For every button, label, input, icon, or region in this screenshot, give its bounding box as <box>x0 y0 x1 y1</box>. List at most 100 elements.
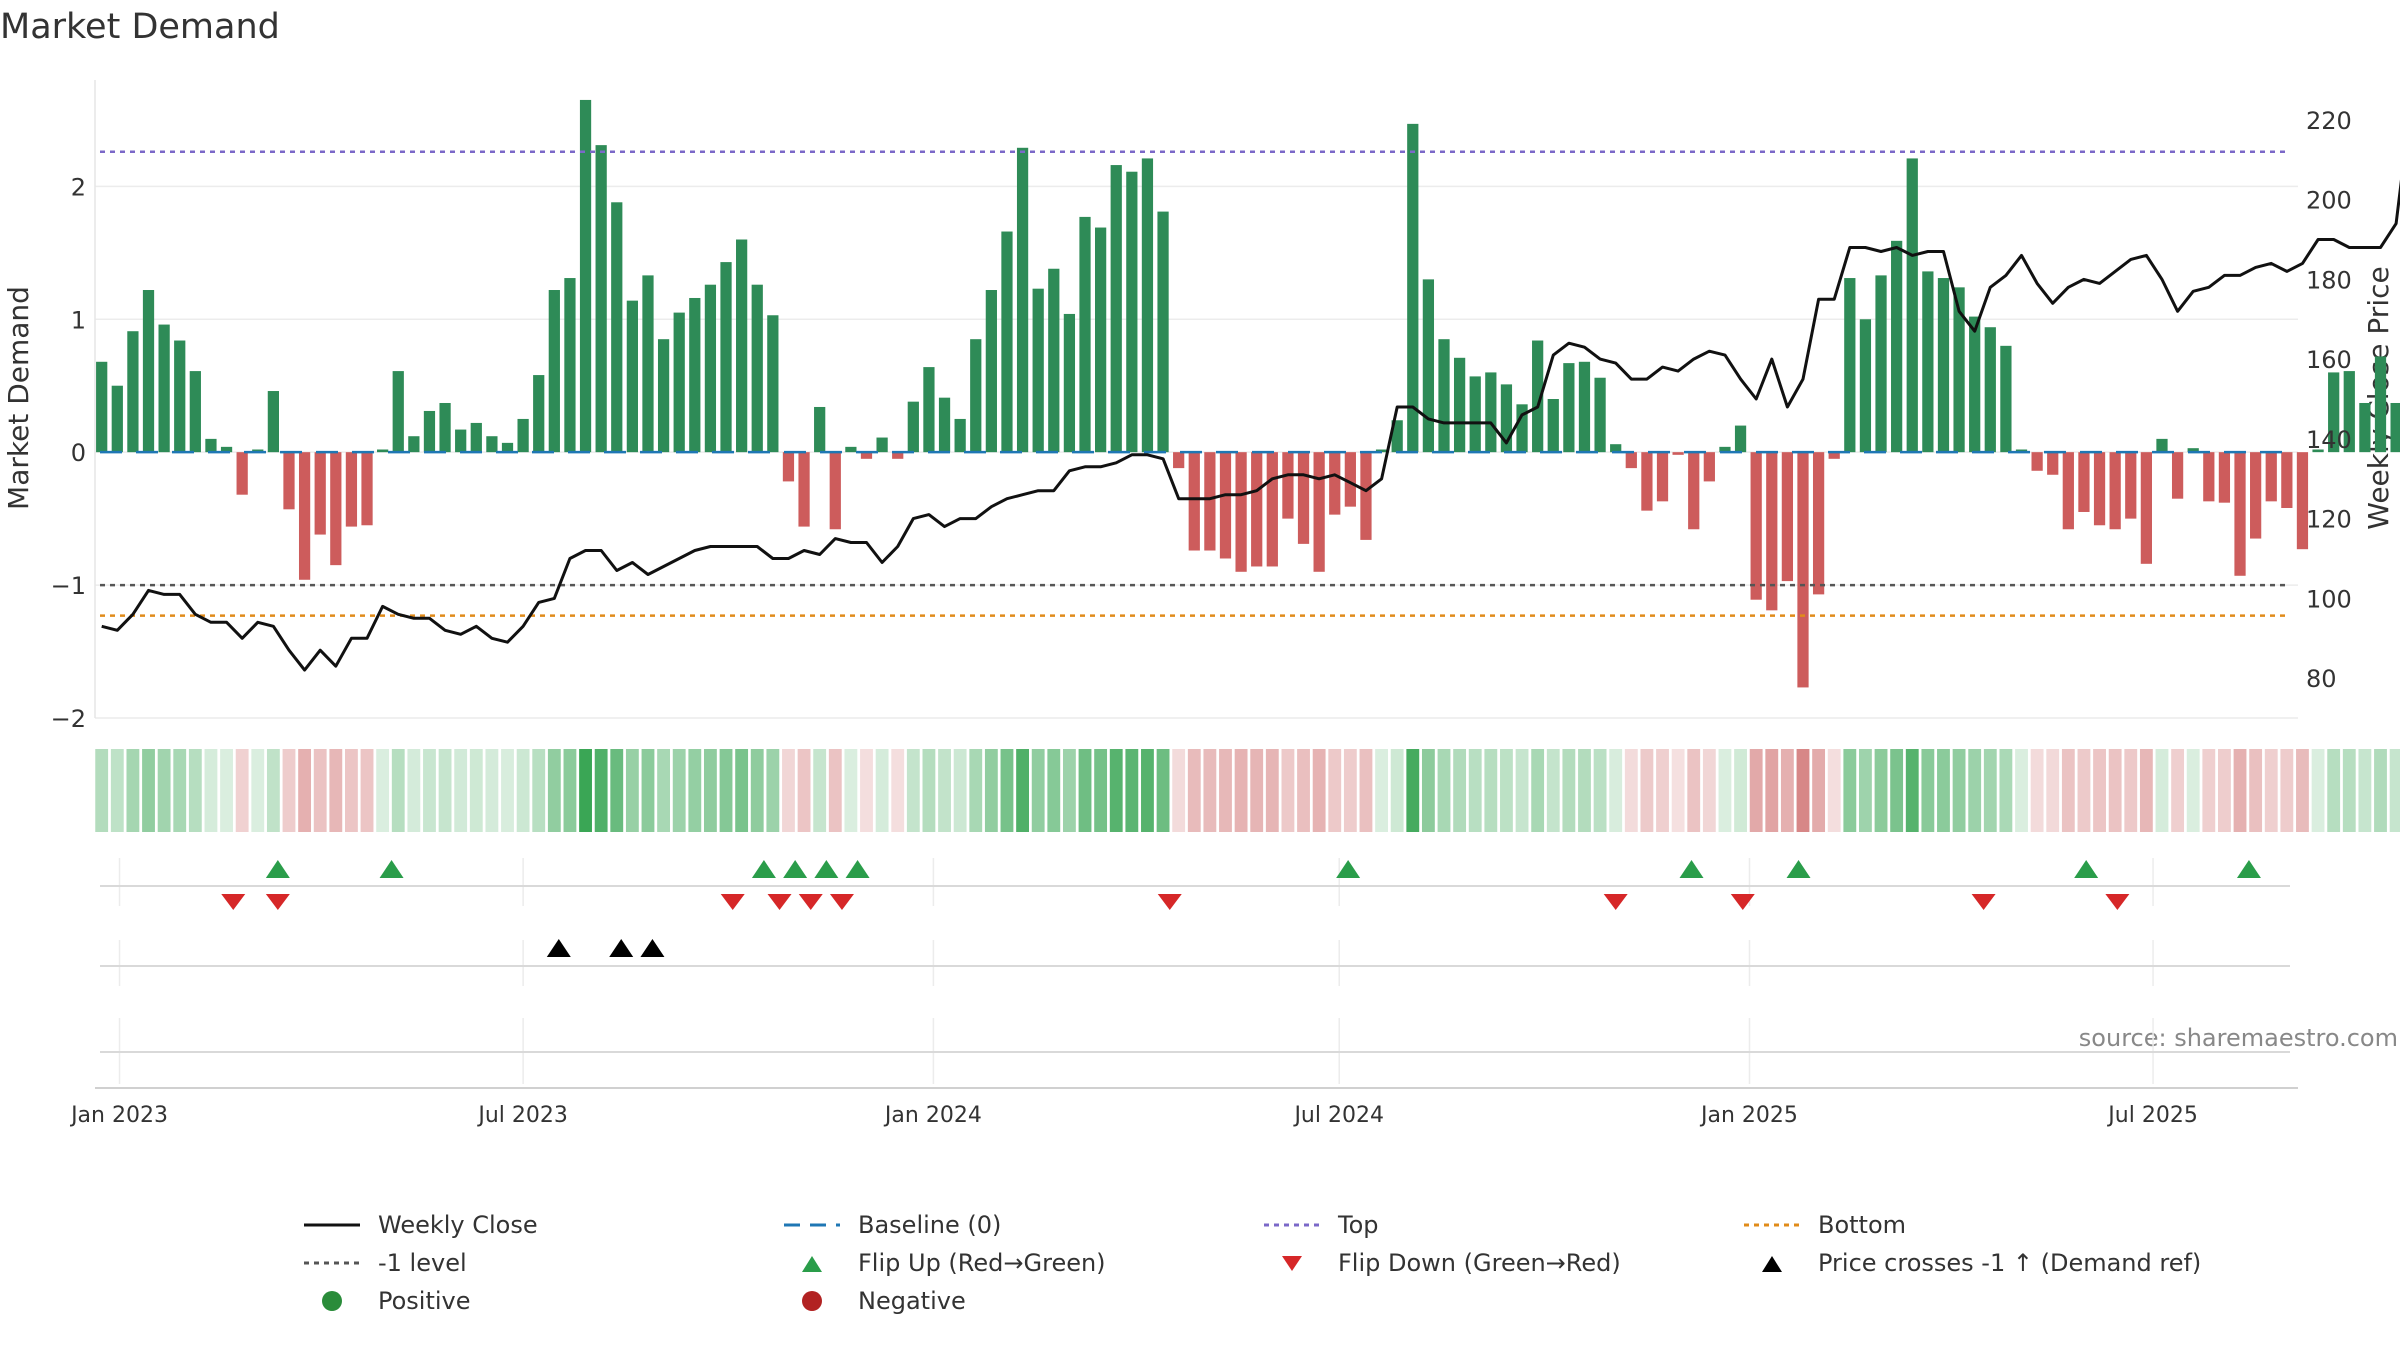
demand-bar-positive <box>626 300 638 453</box>
demand-bar-positive <box>377 449 389 453</box>
heat-cell <box>906 749 920 832</box>
heat-cell <box>126 749 140 832</box>
x-tick-label: Jan 2023 <box>69 1103 168 1128</box>
demand-bar-positive <box>1578 361 1591 453</box>
legend: Weekly Close Baseline (0) Top Bottom -1 leve… <box>300 1206 2260 1326</box>
y-tick-label: 2 <box>71 173 86 201</box>
flip-down-marker <box>1157 894 1182 910</box>
y-tick-label: 0 <box>71 439 86 467</box>
heat-cell <box>1656 749 1669 832</box>
x-tick-label: Jan 2025 <box>1699 1103 1798 1128</box>
flip-down-marker <box>829 894 854 910</box>
heat-cell <box>1968 749 1982 832</box>
heat-cell <box>142 749 155 832</box>
demand-bar-positive <box>689 297 701 453</box>
heat-cell <box>1734 749 1747 832</box>
demand-bar-negative <box>1828 452 1840 459</box>
heat-cell <box>1812 749 1826 832</box>
heat-cell <box>2374 749 2387 832</box>
heat-cell <box>610 749 624 832</box>
demand-bar-positive <box>985 290 997 453</box>
heat-cell <box>2358 749 2372 832</box>
heat-cell <box>1749 749 1763 832</box>
flip-up-marker <box>845 860 870 878</box>
demand-bar-positive <box>1095 227 1107 453</box>
demand-bar-negative <box>1266 452 1278 567</box>
demand-bar-positive <box>2187 448 2199 453</box>
demand-bar-positive <box>252 449 264 453</box>
heat-cell <box>1109 749 1123 832</box>
demand-bar-negative <box>2078 452 2090 512</box>
demand-bar-negative <box>1703 452 1715 482</box>
price-cross-marker <box>609 939 634 957</box>
heat-cell <box>1796 749 1810 832</box>
heat-cell <box>672 749 686 832</box>
legend-item: Flip Up (Red→Green) <box>780 1244 1106 1282</box>
heat-cell <box>438 749 452 832</box>
x-tick-label: Jul 2024 <box>1292 1103 1384 1128</box>
heat-cell <box>2296 749 2309 832</box>
demand-bar-positive <box>1469 376 1481 453</box>
legend-label: Bottom <box>1818 1211 1907 1239</box>
legend-item: Positive <box>300 1282 471 1320</box>
demand-bar-negative <box>1781 452 1794 582</box>
demand-bar-positive <box>517 418 529 453</box>
demand-bar-negative <box>1360 452 1372 540</box>
demand-bar-positive <box>392 371 404 453</box>
heat-cell <box>2217 749 2231 832</box>
y2-tick-label: 120 <box>2306 506 2352 534</box>
demand-bar-positive <box>564 278 576 453</box>
heat-cell <box>1031 749 1045 832</box>
heat-cell <box>2093 749 2106 832</box>
demand-bar-positive <box>1937 278 1950 453</box>
demand-bar-positive <box>1422 279 1435 453</box>
event-markers <box>221 860 2261 957</box>
heat-cell <box>953 749 967 832</box>
legend-label: -1 level <box>378 1249 467 1277</box>
heat-cell <box>235 749 249 832</box>
legend-label: Flip Up (Red→Green) <box>858 1249 1106 1277</box>
demand-bar-negative <box>1688 452 1700 530</box>
heat-cell <box>1609 749 1623 832</box>
legend-label: Negative <box>858 1287 966 1315</box>
heat-cell <box>1640 749 1654 832</box>
flip-up-marker <box>1679 860 1704 878</box>
heat-cell <box>1999 749 2013 832</box>
demand-bar-positive <box>142 290 155 453</box>
demand-bar-positive <box>1126 171 1138 453</box>
demand-bar-negative <box>1656 452 1669 502</box>
demand-bar-positive <box>814 406 826 453</box>
demand-bar-positive <box>1734 425 1747 453</box>
flip-up-marker <box>751 860 776 878</box>
heat-cell <box>391 749 405 832</box>
heat-cell <box>360 749 374 832</box>
legend-swatch <box>322 1291 342 1311</box>
demand-bars <box>96 99 2400 688</box>
heat-cell <box>1078 749 1092 832</box>
heat-cell <box>1297 749 1310 832</box>
demand-bar-positive <box>1516 404 1528 453</box>
demand-bar-positive <box>1391 420 1403 453</box>
legend-item: Top <box>1260 1206 1379 1244</box>
y2-tick-label: 180 <box>2306 266 2352 294</box>
heat-cell <box>1125 749 1139 832</box>
demand-bar-negative <box>330 452 342 566</box>
demand-bar-positive <box>1719 446 1731 453</box>
demand-bar-positive <box>2359 402 2371 453</box>
heat-cell <box>2171 749 2185 832</box>
demand-bar-positive <box>1953 287 1965 453</box>
heat-cell <box>1484 749 1498 832</box>
demand-bar-positive <box>1407 123 1419 453</box>
demand-bar-positive <box>2000 345 2012 453</box>
demand-bar-negative <box>1797 452 1809 688</box>
heat-cell <box>1187 749 1201 832</box>
heat-cell <box>969 749 983 832</box>
legend-item: Price crosses -1 ↑ (Demand ref) <box>1740 1244 2201 1282</box>
flip-up-marker <box>265 860 290 878</box>
heat-cell <box>813 749 827 832</box>
demand-bar-positive <box>673 312 685 453</box>
heat-cell <box>1062 749 1076 832</box>
heat-cell <box>1406 749 1420 832</box>
heat-cell <box>1219 749 1232 832</box>
demand-bar-positive <box>1048 268 1060 453</box>
